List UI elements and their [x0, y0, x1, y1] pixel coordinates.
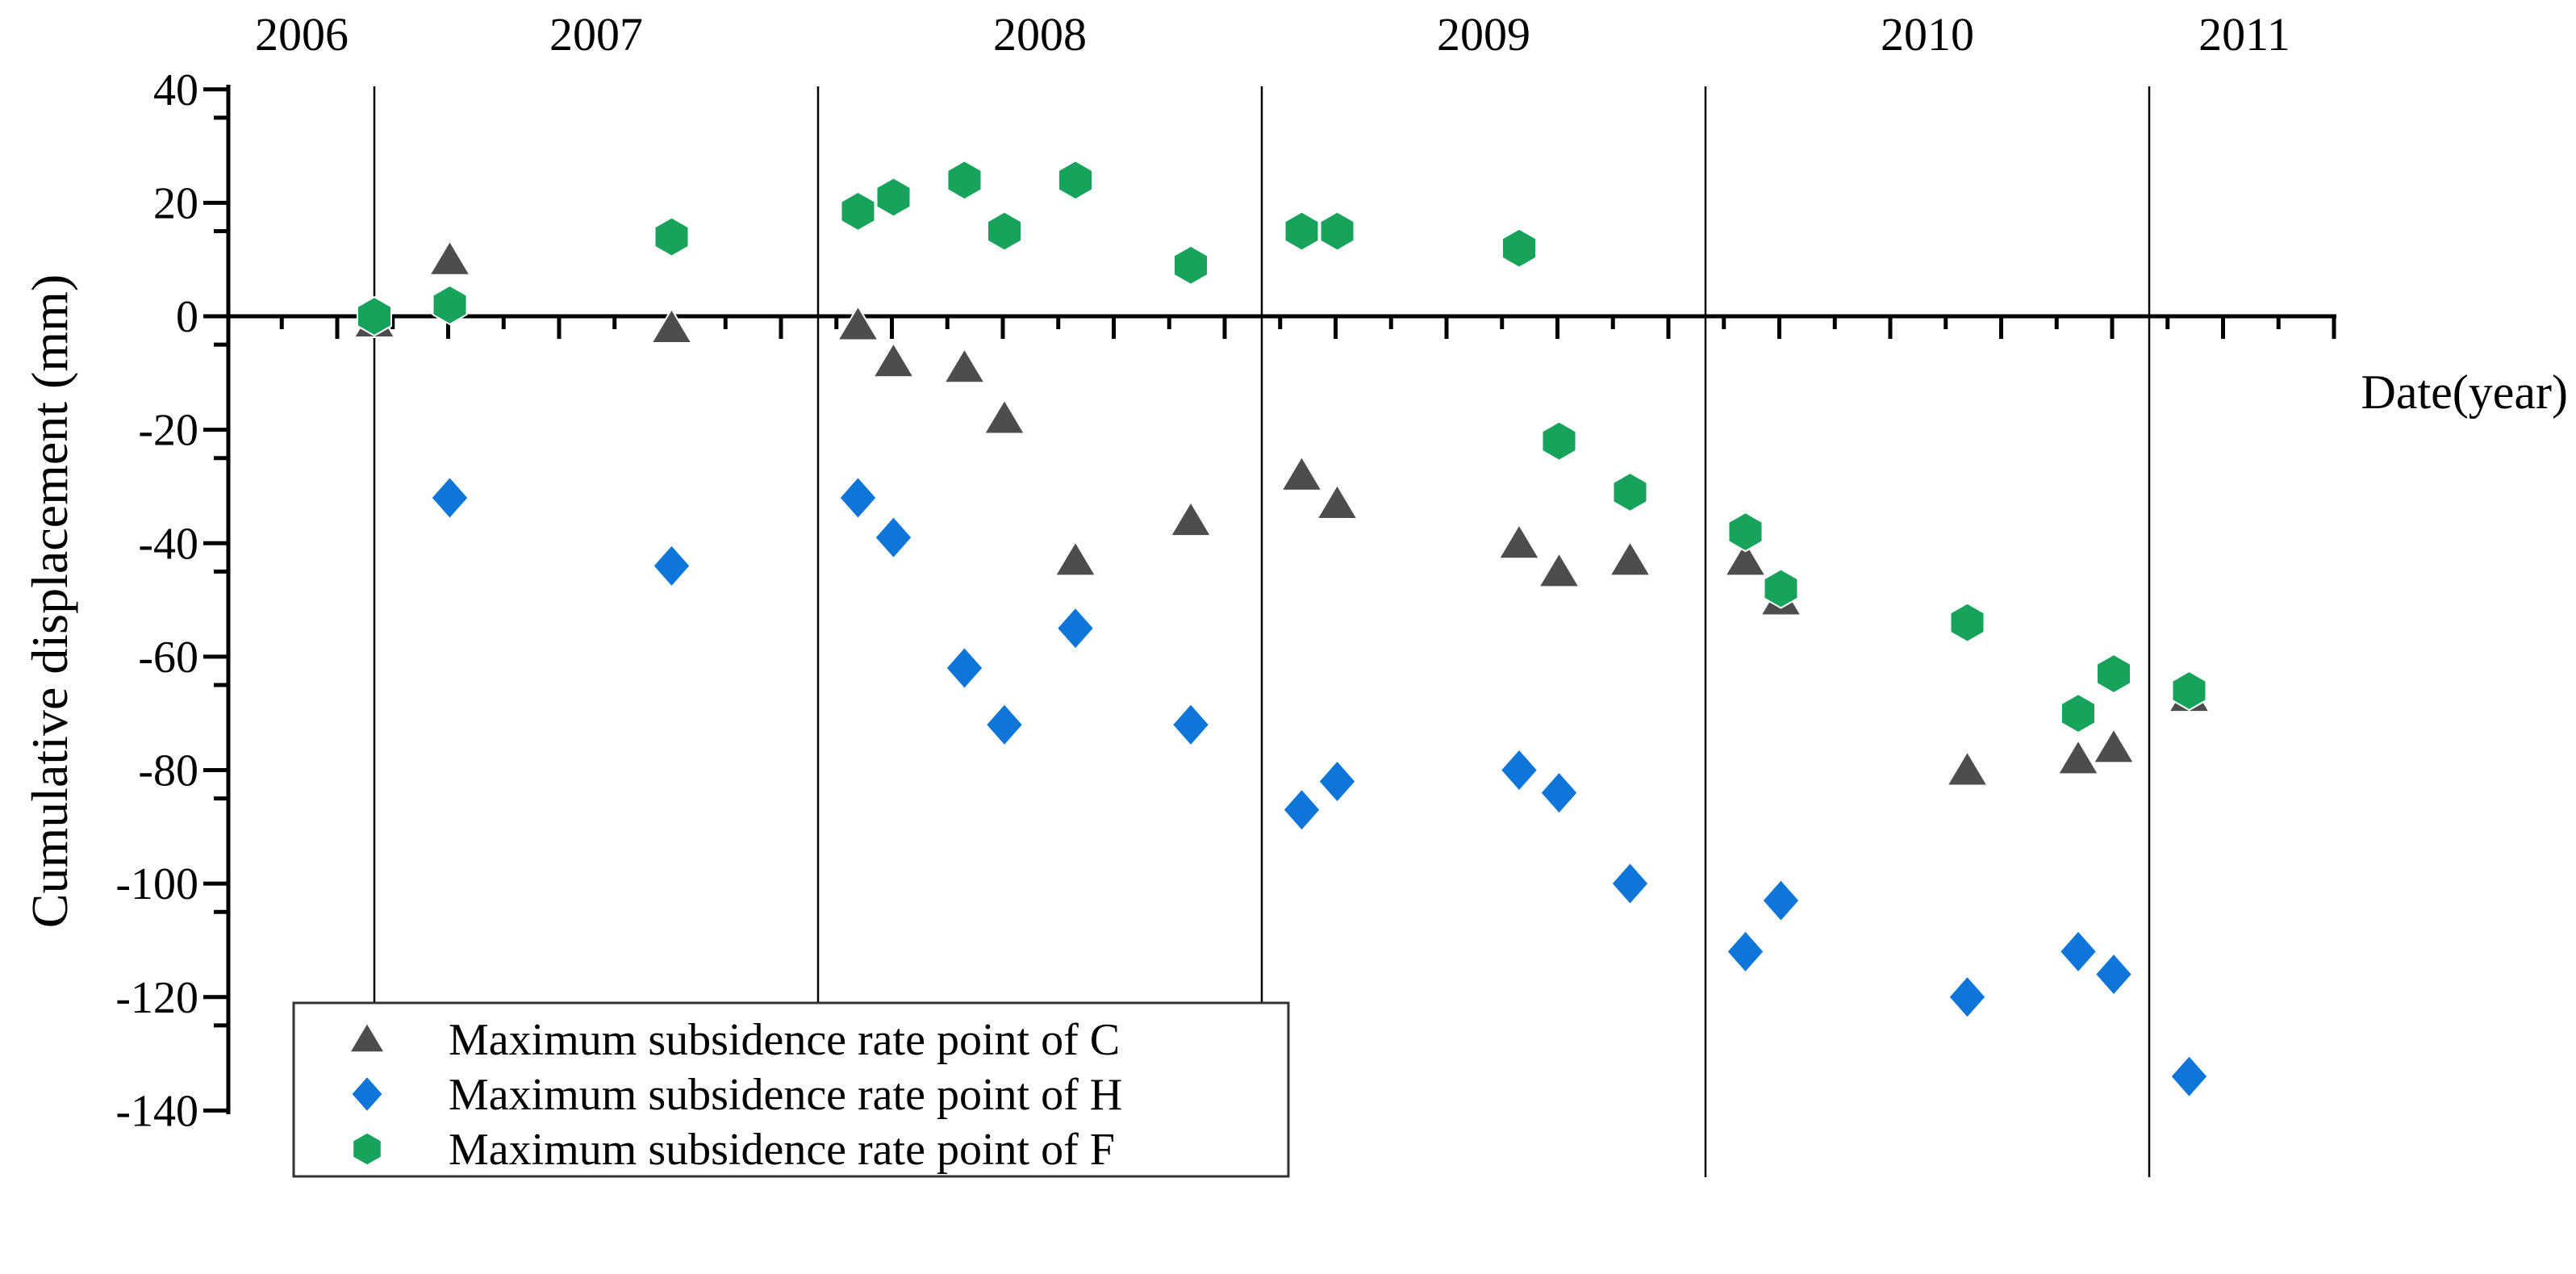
y-tick-label: 20 [153, 178, 198, 228]
hexagon-marker [1727, 512, 1764, 553]
triangle-marker [1169, 500, 1213, 537]
year-label: 2007 [549, 8, 643, 61]
year-label: 2008 [993, 8, 1087, 61]
hexagon-marker [1949, 602, 1985, 643]
hexagon-marker [840, 190, 876, 232]
diamond-marker [1282, 787, 1321, 833]
y-tick-label: -120 [115, 973, 198, 1023]
y-tick-label: 0 [176, 292, 198, 342]
diamond-marker [874, 515, 913, 560]
diamond-marker [984, 702, 1025, 747]
hexagon-marker [2096, 653, 2131, 695]
diamond-marker [430, 475, 470, 520]
triangle-marker [2056, 738, 2100, 775]
legend-diamond-icon [352, 1077, 382, 1111]
triangle-marker [1054, 540, 1097, 577]
triangle-marker [983, 398, 1026, 435]
legend-label: Maximum subsidence rate point of H [449, 1070, 1122, 1120]
triangle-marker [1723, 540, 1768, 577]
hexagon-marker [1612, 471, 1648, 513]
series-diamond [430, 475, 2209, 1099]
y-axis-ticks: 40 20 0 -20 -40 -60 -80 -100 -120 -140 [115, 65, 228, 1136]
hexagon-marker [987, 211, 1022, 252]
diamond-marker [1499, 747, 1539, 792]
y-tick-label: -20 [138, 406, 198, 456]
diamond-marker [838, 475, 878, 520]
y-tick-label: -140 [115, 1086, 198, 1136]
series-hexagon [357, 160, 2207, 734]
diamond-marker [652, 543, 691, 588]
y-tick-label: -60 [138, 633, 198, 683]
hexagon-marker [2060, 693, 2096, 734]
diamond-marker [1539, 771, 1579, 816]
hexagon-marker [946, 160, 983, 201]
triangle-marker [1315, 483, 1359, 520]
diamond-marker [1055, 606, 1096, 651]
triangle-marker [2092, 727, 2136, 764]
diamond-marker [1171, 702, 1211, 747]
year-label: 2010 [1881, 8, 1974, 61]
y-tick-label: -40 [138, 519, 198, 569]
legend-label: Maximum subsidence rate point of C [449, 1015, 1120, 1065]
diamond-marker [1726, 929, 1765, 974]
triangle-marker [836, 304, 880, 341]
triangle-marker [1537, 551, 1581, 588]
diamond-marker [1761, 878, 1801, 923]
diamond-marker [1317, 759, 1357, 804]
hexagon-marker [1541, 420, 1577, 462]
x-axis-title: Date(year) [2361, 365, 2568, 419]
triangle-marker [1497, 523, 1541, 560]
y-tick-label: 40 [153, 65, 198, 115]
y-tick-label: -80 [138, 746, 198, 796]
diamond-marker [2169, 1054, 2209, 1099]
triangle-marker [428, 239, 472, 276]
year-label: 2009 [1437, 8, 1530, 61]
x-year-labels: 2006 2007 2008 2009 2010 2011 [255, 8, 2290, 61]
year-label: 2011 [2198, 8, 2290, 61]
hexagon-marker [1763, 568, 1799, 609]
diamond-marker [945, 645, 984, 691]
y-axis-title: Cumulative displacement (mm) [21, 274, 78, 929]
hexagon-marker [1501, 228, 1537, 269]
diamond-marker [2094, 952, 2134, 997]
hexagon-marker [1058, 160, 1093, 201]
legend-triangle-icon [351, 1024, 383, 1052]
hexagon-marker [1173, 244, 1209, 286]
legend-item: Maximum subsidence rate point of H [352, 1070, 1122, 1120]
hexagon-marker [653, 216, 690, 257]
diamond-marker [1610, 861, 1650, 906]
legend-item: Maximum subsidence rate point of C [351, 1015, 1120, 1065]
triangle-marker [1945, 750, 1989, 787]
triangle-marker [942, 347, 987, 384]
hexagon-marker [1284, 211, 1320, 252]
hexagon-marker [1319, 211, 1355, 252]
diamond-marker [2058, 929, 2098, 974]
x-axis-ticks [279, 316, 2336, 339]
year-label: 2006 [255, 8, 349, 61]
legend: Maximum subsidence rate point of CMaximu… [292, 1001, 1290, 1178]
triangle-marker [1608, 540, 1652, 577]
triangle-marker [649, 307, 694, 345]
hexagon-marker [432, 284, 468, 326]
triangle-marker [871, 341, 916, 378]
hexagon-marker [2171, 670, 2207, 712]
legend-label: Maximum subsidence rate point of F [449, 1125, 1115, 1175]
legend-box [292, 1001, 1290, 1178]
legend-item: Maximum subsidence rate point of F [353, 1125, 1115, 1175]
legend-hexagon-icon [353, 1133, 381, 1165]
diamond-marker [1948, 975, 1987, 1020]
triangle-marker [1280, 454, 1324, 491]
y-tick-label: -100 [115, 859, 198, 909]
hexagon-marker [875, 177, 912, 218]
hexagon-marker [357, 295, 392, 337]
